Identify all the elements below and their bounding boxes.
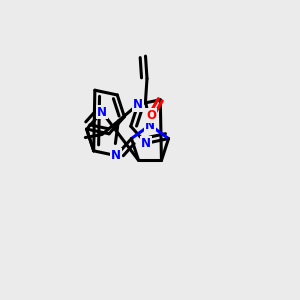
Text: N: N xyxy=(145,118,155,132)
Text: N: N xyxy=(97,106,107,118)
Text: N: N xyxy=(133,98,143,111)
Text: O: O xyxy=(146,109,156,122)
Text: N: N xyxy=(111,149,121,162)
Text: N: N xyxy=(141,137,151,150)
